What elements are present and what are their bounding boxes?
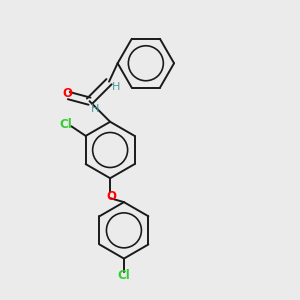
- Text: O: O: [106, 190, 116, 203]
- Text: O: O: [62, 87, 72, 100]
- Text: Cl: Cl: [59, 118, 72, 131]
- Text: Cl: Cl: [118, 269, 130, 282]
- Text: H: H: [91, 104, 99, 114]
- Text: H: H: [112, 82, 120, 92]
